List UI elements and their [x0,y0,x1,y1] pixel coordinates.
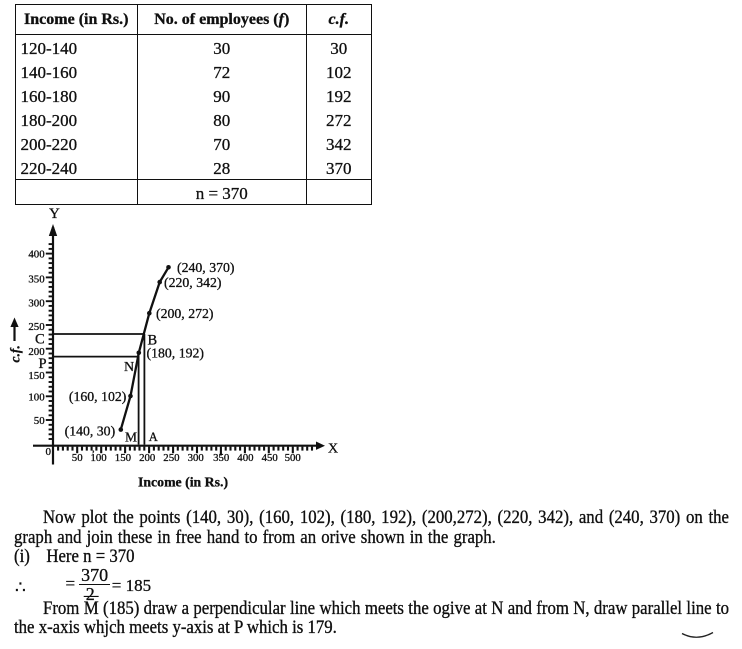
svg-text:Y: Y [49,206,60,222]
svg-text:(180, 192): (180, 192) [147,346,204,362]
svg-text:400: 400 [28,248,44,260]
svg-text:150: 150 [28,370,44,382]
svg-text:(140, 30): (140, 30) [65,424,116,440]
svg-text:Income (in Rs.): Income (in Rs.) [138,475,228,491]
svg-text:N: N [124,360,134,375]
svg-text:c.f.: c.f. [8,345,23,362]
svg-text:(220, 342): (220, 342) [164,275,221,291]
svg-text:0: 0 [46,446,52,458]
svg-text:50: 50 [72,452,83,464]
svg-text:C: C [35,332,45,348]
svg-text:P: P [39,356,47,372]
svg-text:X: X [328,442,338,457]
svg-text:(160, 102): (160, 102) [69,389,126,405]
svg-text:(240, 370): (240, 370) [177,260,234,276]
svg-text:300: 300 [28,298,44,310]
svg-text:250: 250 [163,452,179,464]
svg-text:200: 200 [139,452,155,464]
svg-text:’: ’ [92,450,96,461]
svg-text:500: 500 [285,452,301,464]
svg-text:100: 100 [28,392,44,404]
svg-text:M: M [125,430,137,445]
svg-text:200: 200 [28,346,44,358]
svg-text:100: 100 [90,452,106,464]
svg-text:450: 450 [262,452,278,464]
svg-text:A: A [149,430,158,444]
svg-text:150: 150 [115,452,131,464]
svg-text:250: 250 [28,321,44,333]
svg-text:400: 400 [237,452,253,464]
svg-text:350: 350 [28,273,44,285]
svg-text:B: B [148,333,158,349]
svg-text:(200, 272): (200, 272) [156,306,213,322]
svg-text:350: 350 [213,452,229,464]
svg-text:300: 300 [188,452,204,464]
svg-text:50: 50 [34,415,45,427]
